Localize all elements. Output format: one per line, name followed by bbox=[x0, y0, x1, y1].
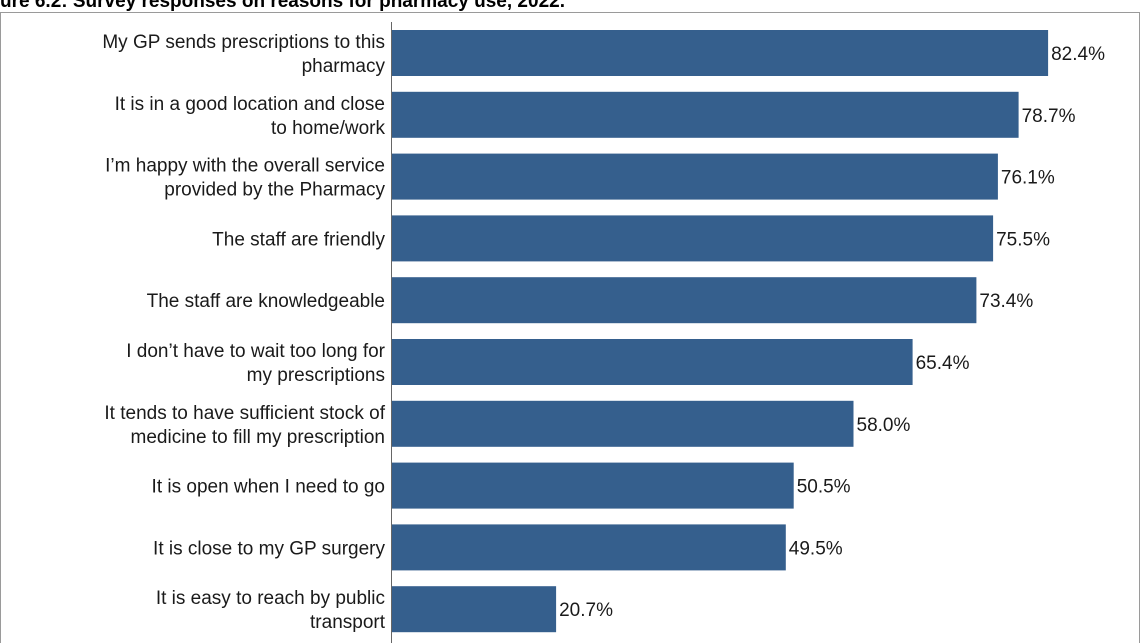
value-label: 75.5% bbox=[996, 229, 1050, 250]
bar bbox=[391, 153, 998, 200]
category-label: It is in a good location and close bbox=[115, 94, 385, 115]
value-label: 76.1% bbox=[1001, 168, 1055, 189]
category-labels-layer: My GP sends prescriptions to this pharmac… bbox=[102, 32, 385, 633]
bar bbox=[391, 30, 1049, 76]
bar bbox=[391, 339, 913, 385]
bar bbox=[391, 215, 994, 262]
value-label: 73.4% bbox=[979, 291, 1033, 312]
category-label: my prescriptions bbox=[247, 365, 385, 386]
bars-layer bbox=[391, 30, 1049, 633]
category-label: It tends to have sufficient stock of bbox=[104, 403, 385, 424]
category-label: medicine to fill my prescription bbox=[131, 427, 385, 448]
value-label: 58.0% bbox=[857, 415, 911, 436]
bar bbox=[391, 586, 557, 633]
category-label: I’m happy with the overall service bbox=[105, 156, 385, 177]
category-label: It is easy to reach by public bbox=[156, 588, 385, 609]
category-label: The staff are friendly bbox=[212, 229, 385, 250]
category-label: transport bbox=[310, 612, 386, 633]
figure-title: ure 6.2: Survey responses on reasons for… bbox=[0, 0, 565, 12]
bar bbox=[391, 91, 1019, 138]
category-label: I don’t have to wait too long for bbox=[126, 341, 385, 362]
value-label: 50.5% bbox=[797, 477, 851, 498]
category-label: provided by the Pharmacy bbox=[164, 180, 385, 201]
value-label: 20.7% bbox=[559, 600, 613, 621]
bar bbox=[391, 400, 854, 447]
value-label: 82.4% bbox=[1051, 44, 1105, 65]
value-label: 78.7% bbox=[1022, 106, 1076, 127]
value-label: 65.4% bbox=[916, 353, 970, 374]
category-label: My GP sends prescriptions to this bbox=[102, 32, 385, 53]
bar bbox=[391, 277, 977, 324]
bar bbox=[391, 462, 794, 509]
value-label: 49.5% bbox=[789, 538, 843, 559]
category-label: The staff are knowledgeable bbox=[147, 291, 385, 312]
category-label: It is close to my GP surgery bbox=[153, 538, 385, 559]
value-labels-layer: 82.4% 78.7% 76.1% 75.5% 73.4% 65.4% 58.0% 50.5%… bbox=[559, 44, 1105, 621]
category-label: pharmacy bbox=[302, 56, 386, 77]
bar bbox=[391, 524, 786, 571]
category-label: It is open when I need to go bbox=[152, 477, 385, 498]
chart-frame bbox=[0, 12, 1140, 643]
category-label: to home/work bbox=[271, 118, 386, 139]
